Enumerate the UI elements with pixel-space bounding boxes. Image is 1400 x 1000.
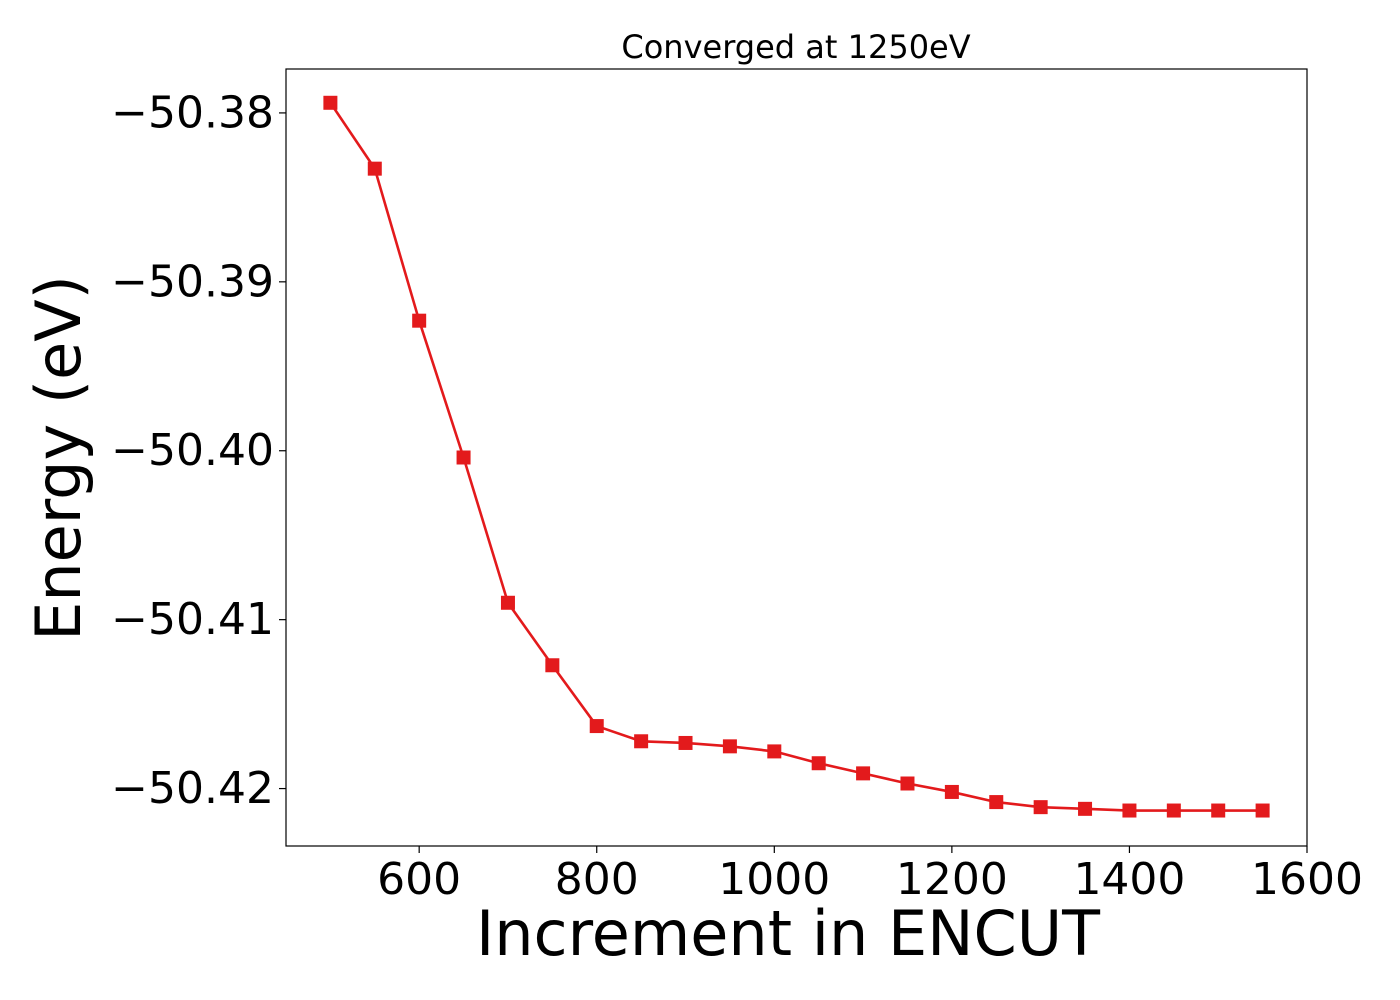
data-point-marker (500, 595, 515, 610)
data-point-marker (1166, 803, 1181, 818)
x-tick-label: 1600 (1251, 854, 1363, 905)
data-point-marker (1255, 803, 1270, 818)
data-point-marker (678, 735, 693, 750)
data-point-marker (900, 776, 915, 791)
x-tick-label: 800 (555, 854, 639, 905)
plot-frame (285, 68, 1308, 847)
y-axis-label: Energy (eV) (22, 275, 95, 641)
data-point-marker (856, 766, 871, 781)
data-point-marker (1033, 800, 1048, 815)
x-tick-label: 1400 (1073, 854, 1185, 905)
series-layer (323, 95, 1270, 818)
y-tick-label: −50.40 (111, 425, 274, 476)
data-point-marker (367, 161, 382, 176)
data-point-marker (589, 719, 604, 734)
data-point-marker (989, 795, 1004, 810)
chart-title: Converged at 1250eV (621, 28, 970, 66)
data-point-marker (1078, 801, 1093, 816)
y-tick-label: −50.41 (111, 594, 274, 645)
data-point-marker (722, 739, 737, 754)
x-axis-label: Increment in ENCUT (476, 897, 1101, 970)
data-point-marker (1122, 803, 1137, 818)
data-point-marker (944, 784, 959, 799)
y-tick-label: −50.39 (111, 256, 274, 307)
series-line (329, 102, 1263, 812)
y-tick-label: −50.38 (111, 87, 274, 138)
x-tick-label: 1200 (896, 854, 1008, 905)
data-point-marker (1211, 803, 1226, 818)
data-point-marker (323, 95, 338, 110)
y-axis-ticks: −50.38 −50.39 −50.40 −50.41 −50.42 (111, 87, 286, 814)
x-axis-ticks: 600 800 1000 1200 1400 1600 (377, 846, 1363, 905)
x-tick-label: 600 (377, 854, 461, 905)
data-point-marker (811, 756, 826, 771)
data-point-marker (634, 734, 649, 749)
data-point-marker (456, 450, 471, 465)
x-tick-label: 1000 (718, 854, 830, 905)
data-point-marker (767, 744, 782, 759)
data-point-marker (545, 658, 560, 673)
y-tick-label: −50.42 (111, 763, 274, 814)
data-point-marker (412, 313, 427, 328)
